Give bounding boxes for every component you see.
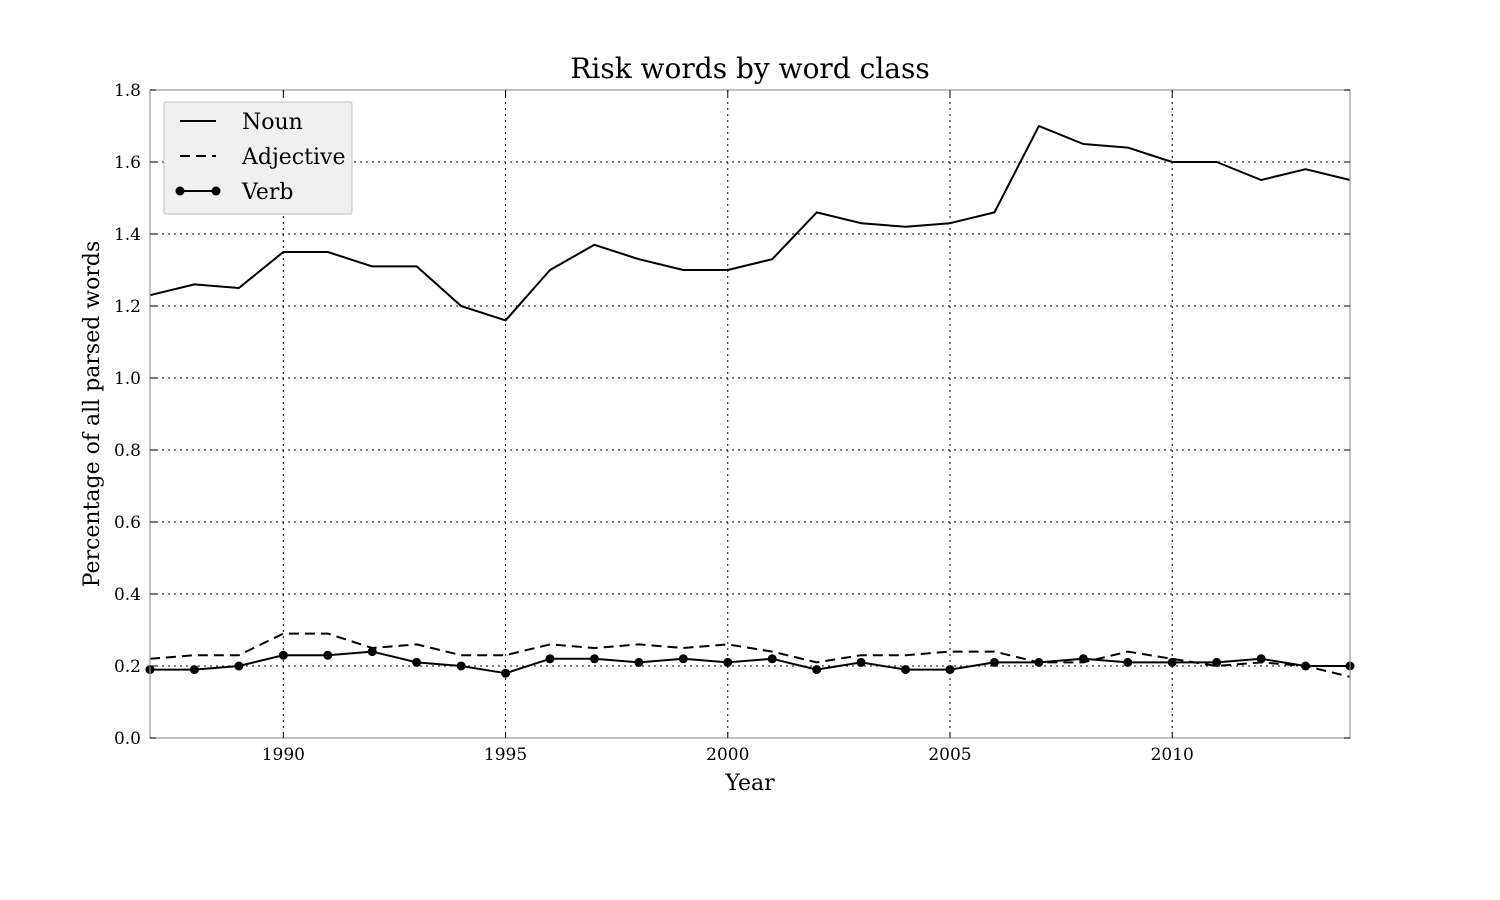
verb-data-point xyxy=(1123,657,1133,667)
legend: Noun Adjective Verb xyxy=(163,101,353,215)
verb-data-point xyxy=(1078,654,1088,664)
legend-label-noun: Noun xyxy=(242,110,303,135)
verb-data-point xyxy=(1167,657,1177,667)
verb-data-point xyxy=(1256,654,1266,664)
x-tick-label: 2010 xyxy=(1151,745,1194,765)
verb-data-point xyxy=(589,654,599,664)
verb-data-point xyxy=(501,668,511,678)
adjective-series-line xyxy=(149,632,1351,678)
verb-data-point xyxy=(767,654,777,664)
y-tick-label: 0.6 xyxy=(114,513,141,533)
verb-data-point xyxy=(278,650,288,660)
y-tick-label: 1.8 xyxy=(114,81,141,101)
verb-data-point xyxy=(723,657,733,667)
verb-data-point xyxy=(367,647,377,657)
series-lines xyxy=(145,125,1355,678)
verb-data-point xyxy=(945,665,955,675)
x-tick-label: 1990 xyxy=(262,745,305,765)
y-tick-label: 1.6 xyxy=(114,153,141,173)
y-axis-label: Percentage of all parsed words xyxy=(80,241,105,588)
noun-series-line xyxy=(149,125,1351,322)
verb-data-point xyxy=(412,657,422,667)
verb-data-point xyxy=(234,661,244,671)
x-tick-label: 2005 xyxy=(928,745,971,765)
verb-data-point xyxy=(456,661,466,671)
verb-data-point xyxy=(856,657,866,667)
verb-data-point xyxy=(678,654,688,664)
verb-data-point xyxy=(1301,661,1311,671)
legend-label-adjective: Adjective xyxy=(241,145,345,170)
y-tick-label: 1.2 xyxy=(114,297,141,317)
legend-box xyxy=(163,101,353,215)
chart-title: Risk words by word class xyxy=(570,52,929,85)
verb-data-point xyxy=(323,650,333,660)
x-axis-label: Year xyxy=(724,771,775,796)
y-tick-label: 0.0 xyxy=(114,729,141,749)
verb-data-point xyxy=(189,665,199,675)
verb-data-point xyxy=(989,657,999,667)
x-tick-label: 1995 xyxy=(484,745,527,765)
plot-frame xyxy=(149,89,1351,739)
y-tick-label: 1.4 xyxy=(114,225,141,245)
verb-data-point xyxy=(812,665,822,675)
verb-data-point xyxy=(545,654,555,664)
verb-legend-marker xyxy=(211,186,221,196)
y-tick-label: 0.8 xyxy=(114,441,141,461)
verb-legend-marker xyxy=(175,186,185,196)
y-tick-label: 0.2 xyxy=(114,657,141,677)
axis-ticks: 1990 1995 2000 2005 2010 0.0 0.2 0.4 0.6 0.8 1.0 1.… xyxy=(114,81,1350,765)
y-tick-label: 1.0 xyxy=(114,369,141,389)
verb-data-point xyxy=(1034,657,1044,667)
legend-label-verb: Verb xyxy=(241,180,294,205)
verb-data-point xyxy=(634,657,644,667)
verb-series-line xyxy=(150,650,1350,675)
x-tick-label: 2000 xyxy=(706,745,749,765)
verb-data-point xyxy=(1212,657,1222,667)
verb-data-point xyxy=(901,665,911,675)
y-tick-label: 0.4 xyxy=(114,585,141,605)
